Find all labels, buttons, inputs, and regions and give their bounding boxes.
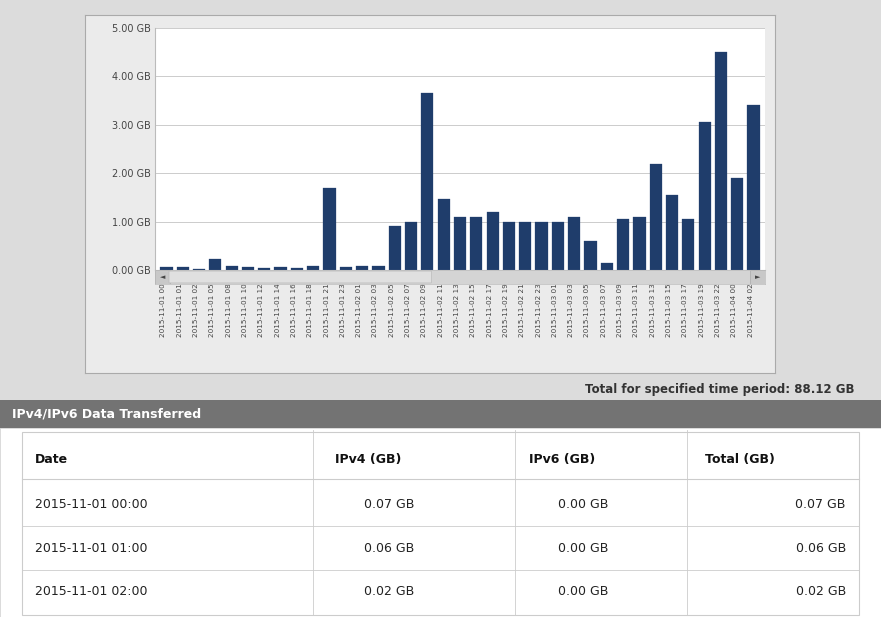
Bar	[552, 222, 564, 270]
Bar	[617, 219, 629, 270]
Text: IPv4/IPv6 Data Transferred: IPv4/IPv6 Data Transferred	[12, 407, 202, 421]
Bar	[649, 165, 662, 270]
Bar	[226, 266, 238, 270]
Bar	[750, 270, 765, 284]
Text: 0.00 GB: 0.00 GB	[558, 585, 608, 598]
Bar	[421, 93, 433, 270]
Bar	[176, 267, 189, 270]
Bar	[666, 195, 678, 270]
Text: 2015-11-01 01:00: 2015-11-01 01:00	[35, 542, 148, 555]
Bar	[405, 222, 418, 270]
Bar	[682, 219, 694, 270]
Text: IPv6 (GB): IPv6 (GB)	[529, 453, 595, 466]
FancyBboxPatch shape	[169, 271, 432, 283]
Bar	[584, 241, 596, 270]
Text: Hourly Data Transferred: Hourly Data Transferred	[347, 28, 514, 41]
Text: 0.06 GB: 0.06 GB	[796, 542, 846, 555]
Bar	[714, 52, 727, 270]
Bar	[438, 199, 450, 270]
Bar	[323, 188, 336, 270]
Bar	[155, 270, 170, 284]
Bar	[373, 266, 385, 270]
Text: 0.00 GB: 0.00 GB	[558, 542, 608, 555]
Text: 0.07 GB: 0.07 GB	[364, 498, 414, 511]
Bar	[291, 268, 303, 270]
Bar	[258, 268, 270, 270]
Bar	[242, 267, 254, 270]
Text: 2015-11-01 00:00: 2015-11-01 00:00	[35, 498, 148, 511]
Bar	[307, 266, 319, 270]
Bar	[519, 222, 531, 270]
Text: Total (GB): Total (GB)	[705, 453, 774, 466]
Bar	[209, 259, 221, 270]
Bar	[633, 217, 646, 270]
Text: 0.02 GB: 0.02 GB	[364, 585, 414, 598]
Text: 0.00 GB: 0.00 GB	[558, 498, 608, 511]
Bar	[193, 269, 205, 270]
Text: ►: ►	[755, 274, 760, 280]
Bar	[275, 267, 286, 270]
Bar	[160, 267, 173, 270]
Bar	[389, 226, 401, 270]
Text: 0.02 GB: 0.02 GB	[796, 585, 846, 598]
Bar	[454, 217, 466, 270]
Bar	[536, 222, 548, 270]
Bar	[568, 217, 581, 270]
Bar	[503, 222, 515, 270]
Text: ◄: ◄	[160, 274, 166, 280]
Text: 0.06 GB: 0.06 GB	[364, 542, 414, 555]
Text: 0.07 GB: 0.07 GB	[796, 498, 846, 511]
Bar	[747, 106, 759, 270]
Bar	[340, 267, 352, 270]
Text: Total for specified time period: 88.12 GB: Total for specified time period: 88.12 G…	[585, 383, 855, 396]
Text: Date: Date	[35, 453, 69, 466]
Bar	[356, 266, 368, 270]
Text: IPv4 (GB): IPv4 (GB)	[335, 453, 401, 466]
Bar	[699, 122, 711, 270]
Text: 2015-11-01 02:00: 2015-11-01 02:00	[35, 585, 148, 598]
Bar	[486, 212, 499, 270]
Bar	[731, 178, 744, 270]
Bar	[601, 263, 613, 270]
Bar	[470, 217, 483, 270]
